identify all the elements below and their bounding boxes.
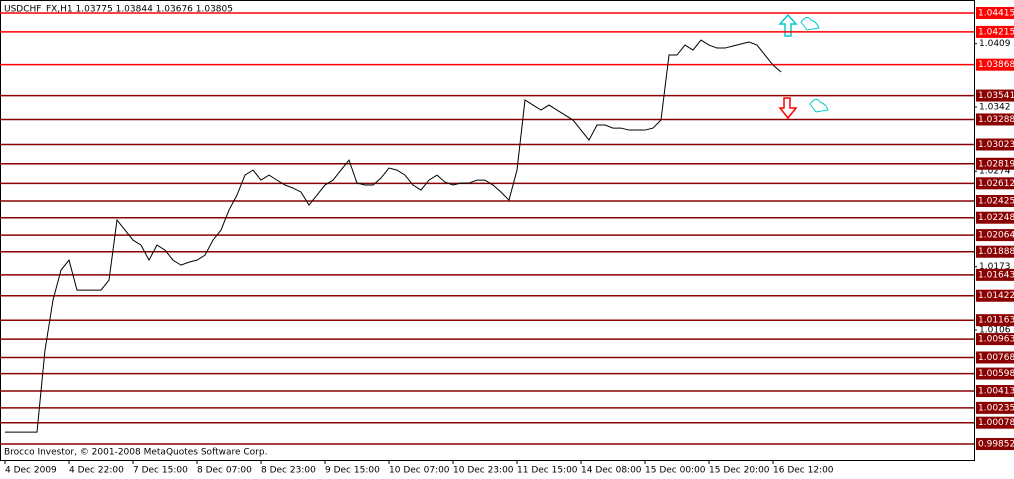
x-tick-label: 9 Dec 15:00 xyxy=(325,466,380,476)
level-label: 1.00078 xyxy=(978,418,1014,428)
x-tick-label: 4 Dec 2009 xyxy=(5,466,57,476)
level-label: 1.03288 xyxy=(978,115,1014,125)
level-label: 1.04215 xyxy=(978,27,1014,37)
x-tick-label: 8 Dec 07:00 xyxy=(197,466,252,476)
level-label-box xyxy=(976,351,1014,364)
level-label: 1.02425 xyxy=(978,196,1014,206)
level-label: 0.99852 xyxy=(978,440,1014,450)
level-label-box xyxy=(976,7,1014,20)
x-tick-label: 14 Dec 08:00 xyxy=(581,466,642,476)
y-tick-label: 1.0409 xyxy=(979,39,1011,49)
level-label-box xyxy=(976,194,1014,207)
level-label: 1.00963 xyxy=(978,335,1014,345)
x-tick-label: 10 Dec 23:00 xyxy=(453,466,514,476)
level-label-box xyxy=(976,401,1014,414)
level-label-box xyxy=(976,416,1014,429)
level-label-box xyxy=(976,89,1014,102)
x-tick-label: 15 Dec 00:00 xyxy=(645,466,706,476)
level-label-box xyxy=(976,289,1014,302)
down-arrow xyxy=(778,97,829,120)
x-tick-label: 8 Dec 23:00 xyxy=(261,466,316,476)
level-label-box xyxy=(976,211,1014,224)
y-tick-label: 1.0106 xyxy=(979,325,1011,335)
chart-title: USDCHF_FX,H1 1.03775 1.03844 1.03676 1.0… xyxy=(4,5,233,15)
level-label: 1.01163 xyxy=(978,316,1014,326)
level-label-box xyxy=(976,333,1014,346)
level-label: 1.02248 xyxy=(978,213,1014,223)
x-tick-label: 15 Dec 20:00 xyxy=(709,466,770,476)
level-label-box xyxy=(976,438,1014,451)
y-tick-label: 1.0173 xyxy=(979,262,1011,272)
y-tick-label: 1.0342 xyxy=(979,103,1011,113)
level-label-box xyxy=(976,138,1014,151)
level-label: 1.03868 xyxy=(978,60,1014,70)
x-tick-label: 4 Dec 22:00 xyxy=(69,466,124,476)
level-label: 1.03541 xyxy=(978,91,1014,101)
level-label: 1.00598 xyxy=(978,369,1014,379)
level-label-box xyxy=(976,58,1014,71)
level-label: 1.02612 xyxy=(978,179,1014,189)
level-label: 1.00235 xyxy=(978,403,1014,413)
level-label-box xyxy=(976,314,1014,327)
level-label-box xyxy=(976,177,1014,190)
level-label-box xyxy=(976,367,1014,380)
x-tick-label: 11 Dec 15:00 xyxy=(517,466,578,476)
x-tick-label: 10 Dec 07:00 xyxy=(389,466,450,476)
level-label: 1.04415 xyxy=(978,9,1014,19)
price-line xyxy=(5,39,782,433)
level-label-box xyxy=(976,25,1014,38)
level-label-box xyxy=(976,385,1014,398)
x-tick-label: 16 Dec 12:00 xyxy=(773,466,834,476)
level-label-box xyxy=(976,113,1014,126)
level-label: 1.02819 xyxy=(978,159,1014,169)
level-label-box xyxy=(976,229,1014,242)
level-label: 1.00768 xyxy=(978,353,1014,363)
up-arrow xyxy=(778,13,820,37)
footer: Brocco Investor, © 2001-2008 MetaQuotes … xyxy=(4,448,267,458)
y-tick-label: 1.0274 xyxy=(979,167,1011,177)
level-label-box xyxy=(976,245,1014,258)
level-label-box xyxy=(976,157,1014,170)
level-label: 1.01643 xyxy=(978,270,1014,280)
level-label: 1.03023 xyxy=(978,140,1014,150)
x-tick-label: 7 Dec 15:00 xyxy=(133,466,188,476)
level-label: 1.01888 xyxy=(978,247,1014,257)
level-label: 1.02064 xyxy=(978,231,1014,241)
plot-frame xyxy=(0,0,975,461)
level-label: 1.01422 xyxy=(978,291,1014,301)
level-label-box xyxy=(976,268,1014,281)
level-label: 1.00413 xyxy=(978,387,1014,397)
